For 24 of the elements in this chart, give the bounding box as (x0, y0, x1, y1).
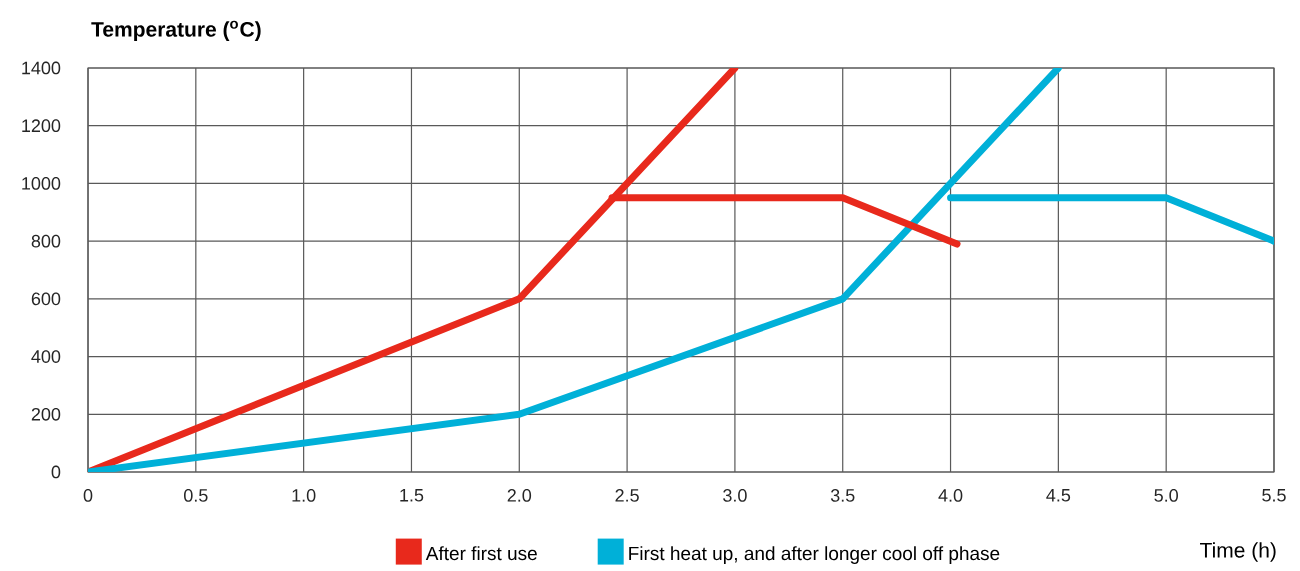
x-tick-label: 1.0 (292, 489, 316, 502)
x-tick-label: 2.5 (615, 489, 639, 502)
x-tick-label: 3.0 (723, 489, 747, 502)
x-tick-label: 1.5 (400, 489, 424, 502)
y-tick-label: 600 (31, 292, 61, 306)
x-tick-label: 5.5 (1262, 489, 1286, 502)
x-tick-label: 4.0 (938, 489, 963, 502)
x-tick-label: 0 (83, 489, 93, 502)
y-axis-title: Temperature ($^{o}$C) (91, 20, 261, 41)
x-tick-label: 0.5 (184, 489, 208, 502)
x-axis-title: Time (h) (1200, 542, 1276, 562)
legend-label: After first use (425, 546, 537, 561)
y-tick-label: 1400 (22, 61, 61, 75)
legend-label: First heat up, and after longer cool off phase (629, 546, 1000, 564)
y-tick-label: 400 (31, 350, 61, 363)
x-tick-label: 5.0 (1154, 489, 1178, 502)
x-tick-label: 4.5 (1046, 489, 1071, 502)
y-tick-label: 0 (51, 465, 61, 479)
x-tick-label: 2.0 (507, 489, 532, 502)
y-tick-label: 800 (31, 234, 61, 248)
x-tick-label: 3.5 (830, 489, 855, 502)
y-tick-label: 200 (31, 407, 61, 421)
y-tick-label: 1200 (22, 119, 61, 133)
y-tick-label: 1000 (22, 177, 61, 190)
